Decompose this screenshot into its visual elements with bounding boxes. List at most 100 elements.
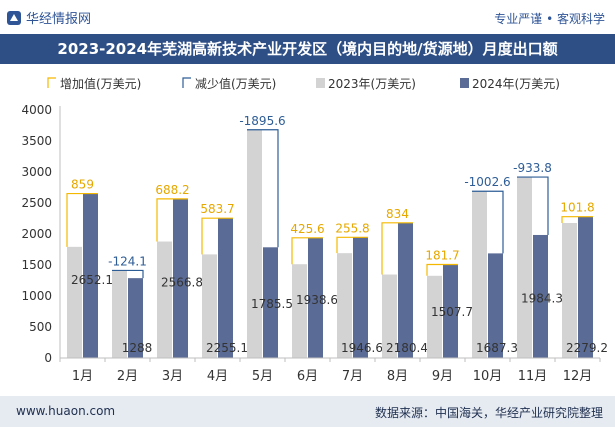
bar-group: 688.2 2566.8 xyxy=(155,183,203,358)
legend-item-dec: 减少值(万美元) xyxy=(182,76,276,91)
legend-swatch xyxy=(182,77,191,88)
bar-2024 xyxy=(443,264,458,358)
legend-label: 减少值(万美元) xyxy=(195,76,276,91)
bar-2024 xyxy=(308,237,323,358)
bar-group: 425.6 1938.6 xyxy=(290,222,338,358)
footer-source: 数据来源：中国海关，华经产业研究院整理 xyxy=(374,406,603,420)
legend-item-inc: 增加值(万美元) xyxy=(47,76,141,91)
bar-group: 181.7 1507.7 xyxy=(425,249,473,358)
x-tick-label: 10月 xyxy=(473,369,503,384)
x-tick-label: 6月 xyxy=(297,369,318,384)
bar-group: 834 2180.4 xyxy=(381,207,428,358)
bar-2023 xyxy=(517,177,532,358)
change-label: 834 xyxy=(386,207,409,221)
bar-value-label: 2652.1 xyxy=(71,273,113,287)
bar-value-label: 2279.2 xyxy=(566,341,608,355)
change-label: 425.6 xyxy=(290,222,324,236)
bar-2023 xyxy=(247,129,262,358)
bar-2023 xyxy=(337,253,352,358)
bar-group: -124.1 1288 xyxy=(108,254,152,358)
bar-value-label: 2566.8 xyxy=(161,275,203,289)
bar-2024 xyxy=(488,253,503,358)
footer-site: www.huaon.com xyxy=(16,404,116,418)
bar-value-label: 1687.3 xyxy=(476,341,518,355)
x-tick-label: 8月 xyxy=(387,369,408,384)
bar-2024 xyxy=(263,247,278,358)
bar-value-label: 1288 xyxy=(122,341,153,355)
brand-name: 华经情报网 xyxy=(26,12,92,27)
decrease-bracket xyxy=(247,129,279,248)
increase-bracket xyxy=(291,237,323,265)
bar-group: 255.8 1946.6 xyxy=(335,221,383,358)
bar-2024 xyxy=(353,237,368,358)
bar-value-label: 1984.3 xyxy=(521,292,563,306)
legend-swatch xyxy=(47,77,56,88)
slogan: 专业严谨 • 客观科学 xyxy=(494,12,605,26)
change-label: 688.2 xyxy=(155,183,189,197)
y-tick-label: 2500 xyxy=(21,196,52,210)
title-bar: 2023-2024年芜湖高新技术产业开发区（境内目的地/货源地）月度出口额 xyxy=(0,34,615,64)
bar-2023 xyxy=(157,241,172,358)
increase-bracket xyxy=(201,217,233,255)
bar-2024 xyxy=(398,222,413,358)
bar-2023 xyxy=(562,223,577,358)
increase-bracket xyxy=(561,216,593,224)
y-tick-label: 1000 xyxy=(21,289,52,303)
bar-group: -1895.6 1785.5 xyxy=(239,114,293,358)
bar-2023 xyxy=(472,191,487,358)
bar-2024 xyxy=(218,218,233,358)
change-label: -124.1 xyxy=(108,254,147,268)
decrease-bracket xyxy=(112,269,144,279)
bar-group: 101.8 2279.2 xyxy=(560,201,608,358)
bar-2023 xyxy=(382,274,397,358)
legend: 增加值(万美元) 减少值(万美元) 2023年(万美元) 2024年(万美元) xyxy=(47,76,560,91)
bar-group: -1002.6 1687.3 xyxy=(464,175,518,358)
y-tick-label: 3500 xyxy=(21,134,52,148)
x-tick-label: 3月 xyxy=(162,369,183,384)
legend-item-s23: 2023年(万美元) xyxy=(316,77,416,91)
bar-2023 xyxy=(427,275,442,358)
bar-group: 583.7 2255.1 xyxy=(200,202,248,358)
increase-bracket xyxy=(426,263,458,276)
bar-2024 xyxy=(83,193,98,358)
change-label: -1002.6 xyxy=(464,175,510,189)
bar-value-label: 2255.1 xyxy=(206,341,248,355)
y-tick-label: 4000 xyxy=(21,103,52,117)
increase-bracket xyxy=(381,222,413,275)
x-axis: 1月 2月 3月 4月 5月 6月 7月 8月 9月 10月 11月 12月 xyxy=(59,357,601,384)
bar-2024 xyxy=(578,216,593,358)
x-tick-label: 5月 xyxy=(252,369,273,384)
footer: www.huaon.com 数据来源：中国海关，华经产业研究院整理 xyxy=(0,396,615,427)
bars: 859 2652.1 -124.1 1288 688.2 2566.8 583.7 2255.… xyxy=(66,114,608,358)
legend-label: 增加值(万美元) xyxy=(60,76,141,91)
increase-bracket xyxy=(156,198,188,242)
decrease-bracket xyxy=(517,176,549,235)
legend-label: 2023年(万美元) xyxy=(328,77,416,91)
bar-value-label: 1507.7 xyxy=(431,305,473,319)
legend-item-s24: 2024年(万美元) xyxy=(460,77,560,91)
brand: 华经情报网 xyxy=(6,8,91,27)
change-label: 255.8 xyxy=(335,221,369,235)
x-tick-label: 7月 xyxy=(342,369,363,384)
x-tick-label: 1月 xyxy=(72,369,93,384)
change-label: -933.8 xyxy=(513,161,552,175)
legend-swatch xyxy=(316,78,325,88)
increase-bracket xyxy=(66,192,98,247)
decrease-bracket xyxy=(472,190,504,254)
bar-value-label: 1938.6 xyxy=(296,293,338,307)
change-label: 583.7 xyxy=(200,202,234,216)
legend-swatch xyxy=(460,78,469,88)
bar-2023 xyxy=(112,270,127,358)
increase-bracket xyxy=(336,236,368,254)
change-label: 101.8 xyxy=(560,201,594,215)
bar-value-label: 1946.6 xyxy=(341,341,383,355)
x-tick-label: 4月 xyxy=(207,369,228,384)
y-tick-label: 0 xyxy=(44,351,52,365)
x-tick-label: 11月 xyxy=(518,369,548,384)
x-tick-label: 9月 xyxy=(432,369,453,384)
bar-2024 xyxy=(173,198,188,358)
brand-logo-icon xyxy=(7,11,21,25)
x-tick-label: 12月 xyxy=(563,369,593,384)
bar-2023 xyxy=(67,246,82,358)
